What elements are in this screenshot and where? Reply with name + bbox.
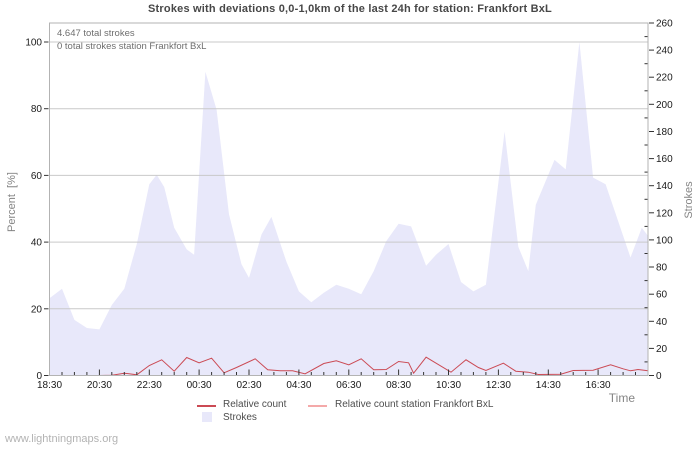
svg-text:100: 100: [25, 38, 42, 49]
svg-text:140: 140: [656, 181, 673, 192]
svg-text:180: 180: [656, 127, 673, 138]
svg-text:80: 80: [656, 263, 668, 274]
svg-text:14:30: 14:30: [536, 380, 561, 391]
svg-text:04:30: 04:30: [286, 380, 311, 391]
time-axis-title: Time: [608, 391, 635, 405]
svg-text:100: 100: [656, 235, 673, 246]
svg-text:00:30: 00:30: [187, 380, 212, 391]
svg-text:20:30: 20:30: [87, 380, 112, 391]
svg-text:160: 160: [656, 154, 673, 165]
svg-text:260: 260: [656, 19, 673, 30]
legend-label-strokes: Strokes: [223, 412, 257, 423]
svg-text:0: 0: [656, 371, 662, 382]
svg-text:20: 20: [656, 344, 668, 355]
svg-text:02:30: 02:30: [236, 380, 261, 391]
legend-label-relative-count: Relative count: [223, 399, 287, 410]
relative-count-station-line-swatch: [308, 405, 327, 407]
svg-text:12:30: 12:30: [486, 380, 511, 391]
svg-text:120: 120: [656, 208, 673, 219]
strokes-axis-title: Strokes: [683, 181, 695, 219]
svg-text:10:30: 10:30: [436, 380, 461, 391]
svg-text:22:30: 22:30: [137, 380, 162, 391]
annotation-station-total-strokes: 0 total strokes station Frankfort BxL: [57, 41, 207, 52]
relative-count-line-swatch: [197, 405, 216, 407]
svg-text:16:30: 16:30: [586, 380, 611, 391]
percent-axis-title: Percent [%]: [6, 172, 18, 232]
svg-text:20: 20: [31, 304, 43, 315]
svg-text:06:30: 06:30: [336, 380, 361, 391]
svg-text:60: 60: [31, 171, 43, 182]
legend-label-relative-count-station: Relative count station Frankfort BxL: [335, 399, 494, 410]
svg-text:60: 60: [656, 290, 668, 301]
strokes-area-swatch: [202, 412, 212, 422]
svg-text:200: 200: [656, 100, 673, 111]
chart-title: Strokes with deviations 0,0-1,0km of the…: [148, 3, 552, 15]
svg-text:0: 0: [36, 371, 42, 382]
svg-text:40: 40: [31, 238, 43, 249]
watermark: www.lightningmaps.org: [5, 433, 119, 445]
annotation-total-strokes: 4.647 total strokes: [57, 28, 135, 39]
svg-text:80: 80: [31, 104, 43, 115]
svg-text:220: 220: [656, 73, 673, 84]
relative-count-line: [49, 356, 649, 376]
svg-text:40: 40: [656, 317, 668, 328]
svg-text:08:30: 08:30: [386, 380, 411, 391]
svg-text:240: 240: [656, 46, 673, 57]
svg-text:18:30: 18:30: [37, 380, 62, 391]
strokes-area: [49, 42, 648, 376]
